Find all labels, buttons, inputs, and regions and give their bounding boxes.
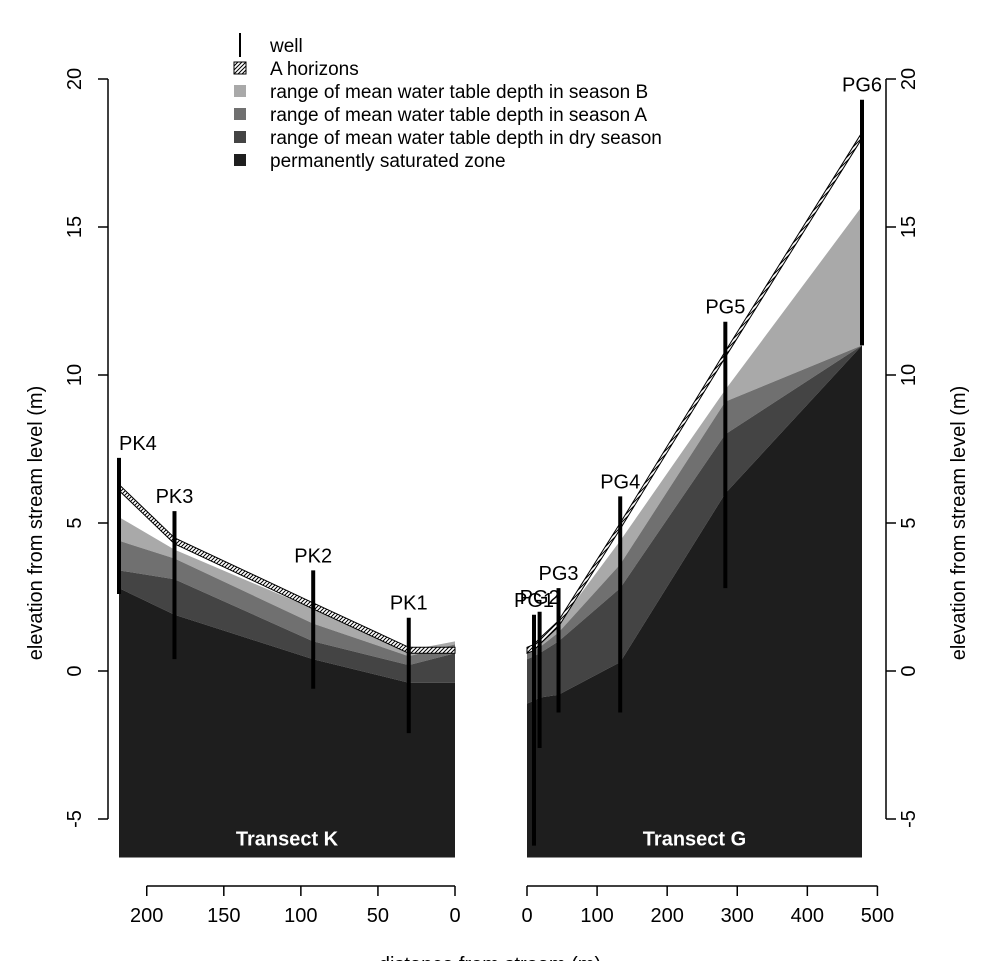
well-label: PG6: [842, 75, 882, 97]
band-dry-season: [119, 570, 455, 683]
legend-label: range of mean water table depth in dry s…: [270, 128, 662, 149]
legend-label: range of mean water table depth in seaso…: [270, 82, 648, 103]
y-axis-title: elevation from stream level (m): [25, 386, 47, 661]
well-label: PK1: [390, 593, 428, 615]
legend-label: permanently saturated zone: [270, 151, 506, 172]
y-tick-label: -5: [898, 810, 920, 828]
well-label: PG4: [600, 471, 640, 493]
x-tick-label: 300: [721, 905, 754, 927]
legend-square-symbol: [234, 85, 246, 97]
band-season-a: [119, 540, 455, 666]
well-label: PK2: [294, 545, 332, 567]
well-label: PK4: [119, 433, 157, 455]
x-tick-label: 100: [284, 905, 317, 927]
transect-label: Transect K: [236, 828, 339, 850]
y-tick-label: 20: [898, 68, 920, 90]
y-tick-label: 5: [898, 517, 920, 528]
y-tick-label: 15: [64, 216, 86, 238]
well-label: PG1: [514, 590, 554, 612]
y-tick-label: 0: [898, 665, 920, 676]
x-axis-title: distance from stream (m): [379, 954, 601, 961]
x-tick-label: 150: [207, 905, 240, 927]
legend-item: range of mean water table depth in seaso…: [234, 82, 648, 103]
x-tick-label: 100: [580, 905, 613, 927]
y-tick-label: 5: [64, 517, 86, 528]
legend-label: range of mean water table depth in seaso…: [270, 105, 647, 126]
legend-item: range of mean water table depth in dry s…: [234, 128, 662, 149]
legend-hatched-symbol: [233, 61, 247, 75]
x-tick-label: 200: [650, 905, 683, 927]
legend-item: well: [239, 33, 303, 57]
legend-square-symbol: [234, 154, 246, 166]
band-permanently-saturated: [527, 345, 862, 858]
band-season-a: [527, 345, 862, 660]
well-label: PG2: [520, 587, 560, 609]
x-tick-label: 0: [449, 905, 460, 927]
x-tick-label: 0: [521, 905, 532, 927]
panel-transect-k: Transect K PK4 PK3 PK2 PK1: [117, 433, 456, 858]
legend-square-symbol: [234, 108, 246, 120]
y-tick-label: 0: [64, 665, 86, 676]
y-axis-left: -5 0 5 10 15 20 elevation from stream level (m…: [25, 68, 109, 828]
legend-label: well: [269, 36, 303, 57]
x-tick-label: 400: [791, 905, 824, 927]
x-tick-label: 500: [861, 905, 894, 927]
legend-label: A horizons: [270, 59, 359, 80]
band-dry-season: [527, 345, 862, 704]
y-tick-label: 20: [64, 68, 86, 90]
well-label: PK3: [156, 486, 194, 508]
y-tick-label: -5: [64, 810, 86, 828]
y-axis-right: -5 0 5 10 15 20 elevation from stream level (m…: [885, 68, 970, 828]
x-tick-label: 50: [367, 905, 389, 927]
band-permanently-saturated: [119, 588, 455, 858]
legend-item: permanently saturated zone: [234, 151, 506, 172]
legend-item: range of mean water table depth in seaso…: [234, 105, 647, 126]
x-tick-label: 200: [130, 905, 163, 927]
y-axis-title: elevation from stream level (m): [948, 386, 970, 661]
axes: 2001501005000100200300400500distance fro…: [25, 68, 970, 961]
legend-item: A horizons: [233, 59, 359, 80]
x-axis-transect-k: 200 150 100 50 0: [130, 885, 461, 927]
y-tick-label: 15: [898, 216, 920, 238]
a-horizon-strip: [118, 483, 456, 654]
y-tick-label: 10: [64, 364, 86, 386]
transect-label: Transect G: [643, 828, 746, 850]
legend-square-symbol: [234, 131, 246, 143]
well-label: PG3: [539, 563, 579, 585]
x-axis-transect-g: 0 100 200 300 400 500: [521, 885, 894, 927]
y-tick-label: 10: [898, 364, 920, 386]
well-label: PG5: [705, 297, 745, 319]
